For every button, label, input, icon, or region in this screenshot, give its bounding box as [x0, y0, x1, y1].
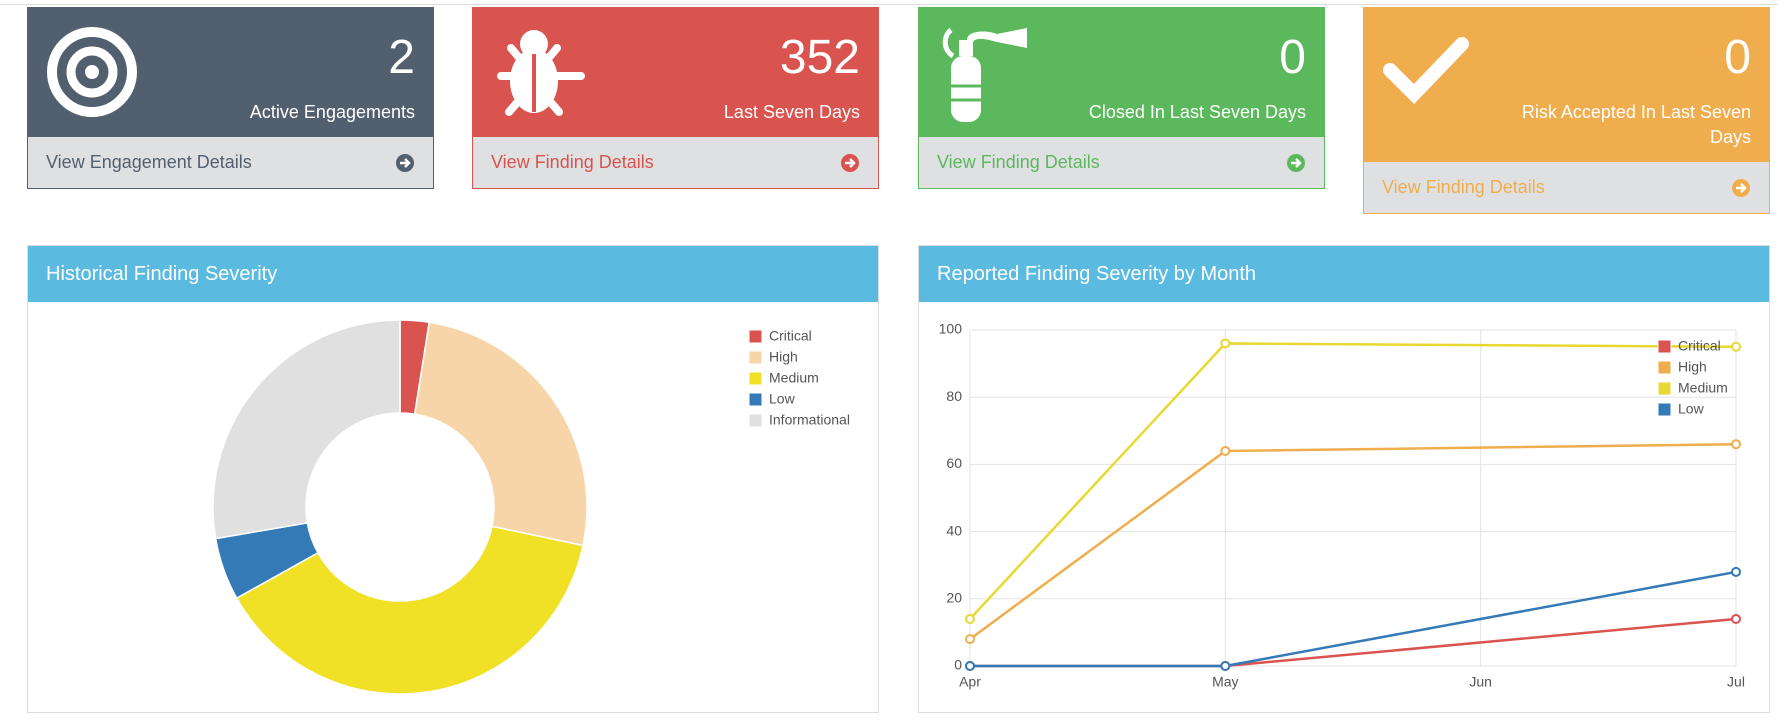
- panel: Reported Finding Severity by Month: [918, 245, 1770, 713]
- arrow-icon: [1287, 154, 1305, 172]
- legend-swatch: [1657, 402, 1672, 417]
- series-line: [970, 570, 1737, 668]
- legend-label: Low: [769, 391, 796, 407]
- card-count: 352: [779, 31, 860, 84]
- y-tick-label: 0: [954, 657, 962, 673]
- y-tick-label: 40: [946, 522, 962, 538]
- point: [965, 634, 975, 645]
- pie-slice: [212, 319, 401, 540]
- card-header: 0 Risk Accepted In Last Seven Days: [1364, 8, 1769, 162]
- check-icon: [1383, 37, 1469, 105]
- panel: Historical Finding Severity: [27, 245, 879, 713]
- legend-label: Informational: [769, 412, 850, 428]
- legend-swatch: [748, 329, 763, 344]
- point: [1731, 439, 1741, 450]
- card-label: Risk Accepted In Last Seven Days: [1521, 102, 1751, 147]
- point: [1220, 661, 1231, 671]
- card-header: 352 Last Seven Days: [473, 8, 878, 137]
- point: [965, 613, 975, 624]
- card-label: Active Engagements: [249, 102, 415, 122]
- card-link[interactable]: View Finding Details: [919, 137, 1324, 188]
- x-tick-label: May: [1212, 674, 1238, 690]
- series-line: [969, 442, 1737, 641]
- pie-slice: [235, 525, 584, 695]
- legend-label: Critical: [769, 328, 812, 344]
- card-header: 2 Active Engagements: [28, 8, 433, 137]
- target-icon: [47, 27, 137, 117]
- card-link[interactable]: View Finding Details: [1364, 162, 1769, 213]
- link-text[interactable]: View Finding Details: [1382, 177, 1545, 197]
- legend-swatch: [748, 371, 763, 386]
- legend-swatch: [748, 392, 763, 407]
- legend-label: Low: [1678, 401, 1705, 417]
- x-tick-label: Jun: [1469, 674, 1492, 690]
- card-label: Last Seven Days: [723, 102, 860, 122]
- legend-label: Medium: [769, 370, 819, 386]
- legend-swatch: [1657, 381, 1672, 396]
- legend-swatch: [748, 413, 763, 428]
- card-header: 0 Closed In Last Seven Days: [919, 8, 1324, 137]
- card-count: 0: [1724, 31, 1751, 84]
- point: [1731, 613, 1741, 624]
- card: 352 Last Seven Days View Finding Details: [472, 7, 879, 189]
- card-label: Closed In Last Seven Days: [1088, 102, 1306, 122]
- divider: [0, 4, 1778, 5]
- link-text[interactable]: View Finding Details: [491, 152, 654, 172]
- panel-title: Reported Finding Severity by Month: [919, 246, 1769, 302]
- series-line: [969, 342, 1737, 620]
- pie-slice: [413, 321, 588, 547]
- link-text[interactable]: View Finding Details: [937, 152, 1100, 172]
- y-tick-label: 60: [946, 455, 962, 471]
- card-count: 0: [1279, 31, 1306, 84]
- y-tick-label: 20: [946, 590, 962, 606]
- legend-label: Medium: [1678, 380, 1728, 396]
- x-tick-label: Jul: [1727, 674, 1745, 690]
- legend-swatch: [1657, 360, 1672, 375]
- card-link[interactable]: View Finding Details: [473, 137, 878, 188]
- panel-title: Historical Finding Severity: [28, 246, 878, 302]
- legend-label: High: [769, 349, 798, 365]
- x-tick-label: Apr: [959, 674, 981, 690]
- bug-icon: [497, 30, 585, 116]
- point: [1731, 341, 1741, 352]
- arrow-icon: [841, 154, 859, 172]
- arrow-icon: [1732, 179, 1750, 197]
- legend-swatch: [748, 350, 763, 365]
- legend-swatch: [1657, 339, 1672, 354]
- card-count: 2: [388, 31, 415, 84]
- y-tick-label: 100: [939, 321, 963, 337]
- link-text[interactable]: View Engagement Details: [46, 152, 252, 172]
- point: [1220, 445, 1231, 456]
- card-link[interactable]: View Engagement Details: [28, 137, 433, 188]
- card: 2 Active Engagements View Engagement Det…: [27, 7, 434, 189]
- point: [1220, 338, 1231, 349]
- point: [965, 661, 975, 671]
- card: 0 Risk Accepted In Last Seven Days View …: [1363, 7, 1770, 214]
- card: 0 Closed In Last Seven Days View Finding…: [918, 7, 1325, 189]
- legend-label: Critical: [1678, 338, 1721, 354]
- point: [1731, 566, 1741, 577]
- y-tick-label: 80: [946, 388, 962, 404]
- arrow-icon: [396, 154, 414, 172]
- extinguisher-icon: [942, 28, 1027, 122]
- legend-label: High: [1678, 359, 1707, 375]
